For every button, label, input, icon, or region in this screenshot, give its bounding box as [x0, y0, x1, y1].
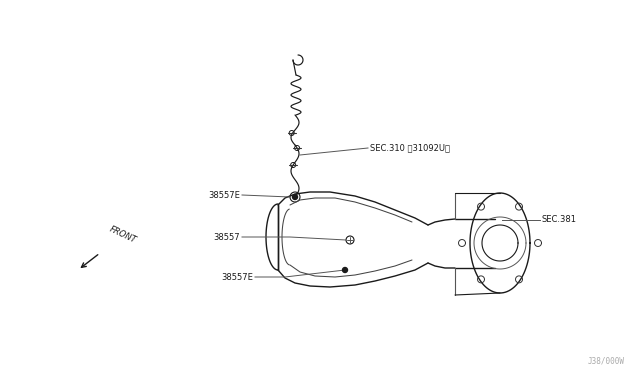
Text: 38557E: 38557E: [208, 190, 240, 199]
Text: J38/000W: J38/000W: [588, 356, 625, 365]
Text: 38557E: 38557E: [221, 273, 253, 282]
Text: SEC.310 （31092U）: SEC.310 （31092U）: [370, 144, 450, 153]
Text: SEC.381: SEC.381: [542, 215, 577, 224]
Circle shape: [292, 195, 298, 199]
Text: 38557: 38557: [213, 232, 240, 241]
Text: FRONT: FRONT: [108, 225, 138, 245]
Circle shape: [342, 267, 348, 273]
